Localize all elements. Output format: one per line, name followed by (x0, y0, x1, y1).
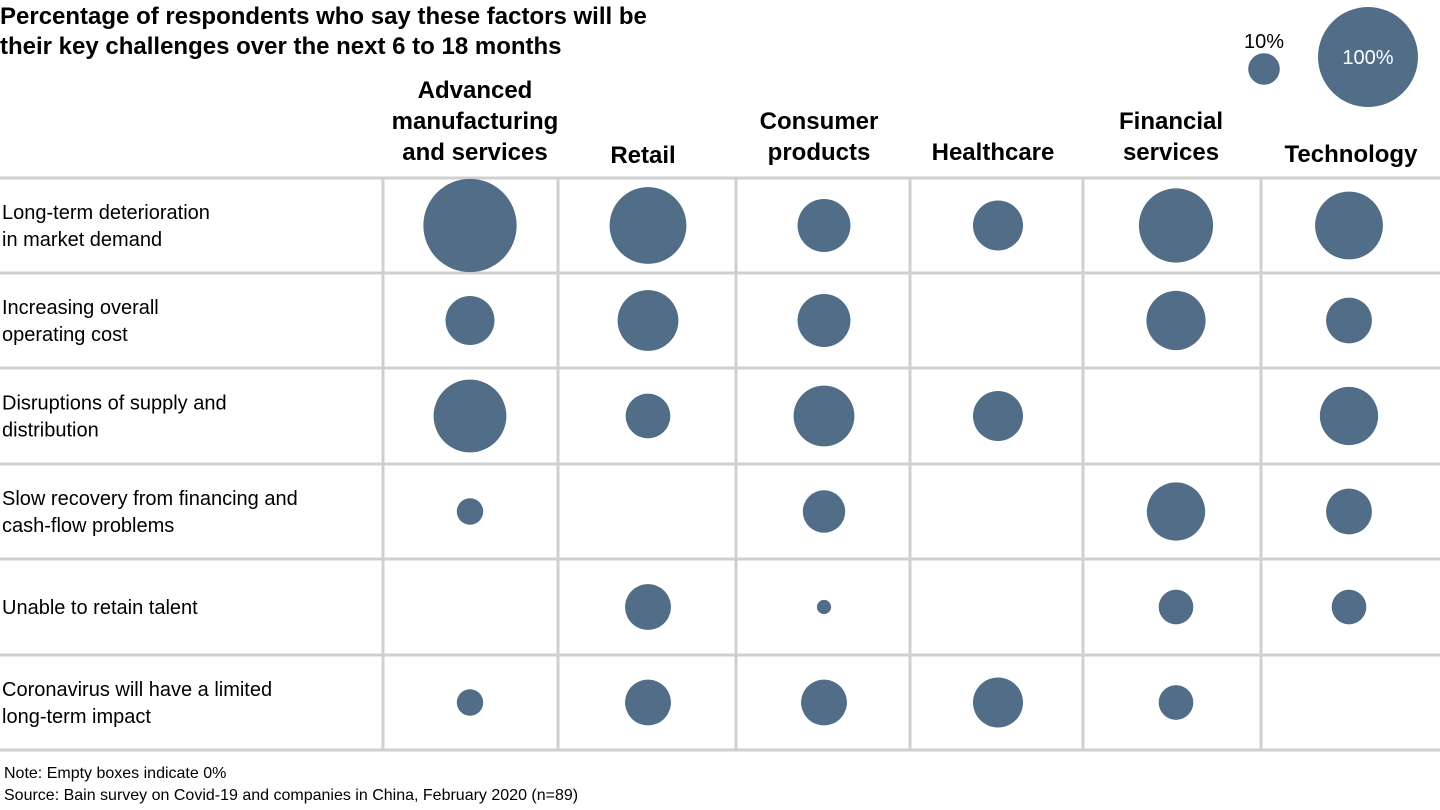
bubble (1331, 589, 1367, 625)
bubble (973, 200, 1023, 251)
row-label: Slow recovery from financing and (2, 488, 298, 510)
source-text: Source: Bain survey on Covid-19 and comp… (4, 787, 578, 804)
row-label: cash-flow problems (2, 515, 174, 537)
row-label: Coronavirus will have a limited (2, 679, 272, 701)
legend-label-100: 100% (1342, 47, 1393, 69)
bubble (1146, 290, 1206, 351)
bubble (1146, 482, 1206, 541)
bubble (1326, 488, 1372, 535)
column-header: services (1123, 139, 1219, 166)
legend-bubble-10 (1248, 53, 1280, 85)
row-label: operating cost (2, 324, 128, 346)
bubble (793, 385, 855, 447)
column-header: Retail (610, 142, 675, 169)
bubble (445, 296, 495, 345)
row-label: distribution (2, 420, 99, 442)
row-label: Increasing overall (2, 297, 159, 319)
bubble (617, 290, 679, 351)
bubble (797, 294, 851, 347)
bubble (456, 689, 484, 716)
column-header: and services (402, 139, 547, 166)
chart-title-line: their key challenges over the next 6 to … (0, 33, 562, 60)
chart-title-line: Percentage of respondents who say these … (0, 3, 647, 30)
row-label: in market demand (2, 229, 162, 251)
bubble (1315, 191, 1383, 260)
bubble (456, 498, 484, 525)
bubble (1158, 589, 1194, 625)
row-label: Long-term deterioration (2, 202, 210, 224)
column-header: Advanced (418, 77, 533, 104)
bubble (1319, 386, 1379, 446)
bubble (625, 679, 671, 726)
row-label: long-term impact (2, 706, 151, 728)
column-header: Technology (1285, 141, 1419, 168)
bubble (423, 178, 517, 273)
bubble (625, 393, 671, 439)
column-header: Financial (1119, 108, 1223, 135)
legend-label-10: 10% (1244, 31, 1284, 53)
column-header: Healthcare (932, 139, 1055, 166)
bubble (625, 584, 671, 630)
bubble (797, 199, 851, 252)
note-text: Note: Empty boxes indicate 0% (4, 765, 226, 782)
column-header: products (768, 139, 871, 166)
bubble (802, 490, 846, 533)
bubble (1326, 297, 1372, 344)
bubble (433, 379, 507, 453)
bubble (816, 599, 832, 615)
bubble (801, 679, 847, 726)
column-header: manufacturing (392, 108, 559, 135)
bubble (1158, 685, 1194, 720)
row-label: Disruptions of supply and (2, 393, 227, 415)
row-label: Unable to retain talent (2, 597, 198, 619)
bubble (973, 391, 1023, 441)
bubble (973, 677, 1023, 728)
legend-bubble-100 (1318, 7, 1418, 107)
column-header: Consumer (760, 108, 879, 135)
bubble (1138, 188, 1214, 263)
bubble (609, 187, 687, 264)
